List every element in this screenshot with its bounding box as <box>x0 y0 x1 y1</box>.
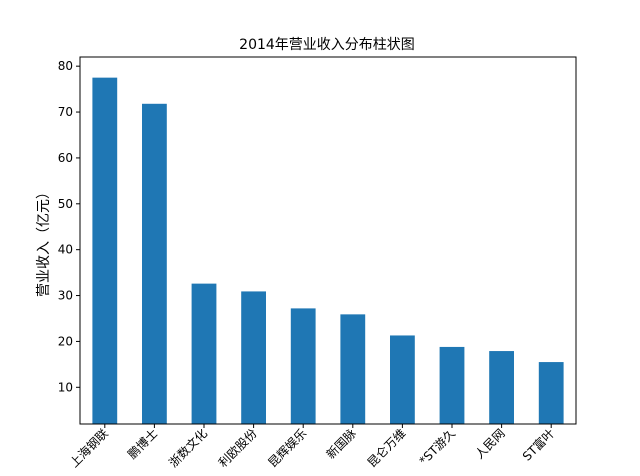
y-axis-label: 营业收入（亿元） <box>36 185 52 297</box>
chart-title: 2014年营业收入分布柱状图 <box>239 37 415 53</box>
x-tick-label: 利欧股份 <box>216 426 260 470</box>
x-tick-label: 昆仑万维 <box>365 426 409 470</box>
y-tick-label: 60 <box>58 151 73 165</box>
y-tick-label: 30 <box>58 289 73 303</box>
y-tick-label: 50 <box>58 197 73 211</box>
x-tick-label: 新国脉 <box>323 426 359 462</box>
bar <box>439 346 465 424</box>
y-tick-label: 70 <box>58 105 73 119</box>
y-tick-label: 40 <box>58 243 73 257</box>
axes-frame <box>79 56 577 425</box>
x-tick-label: 人民网 <box>472 426 507 461</box>
y-tick-label: 80 <box>58 59 73 73</box>
bar <box>241 291 266 424</box>
x-tick-label: 鹏博士 <box>124 426 160 462</box>
x-tick-label: 昆辉娱乐 <box>265 426 309 470</box>
x-tick-label: *ST游久 <box>416 426 458 468</box>
y-tick-label: 10 <box>58 380 73 394</box>
y-tick-label: 20 <box>58 334 73 348</box>
bar <box>142 103 167 424</box>
bar <box>290 308 316 424</box>
bar <box>92 77 118 425</box>
x-tick-label: 上海钢联 <box>66 426 111 471</box>
bar <box>489 351 514 424</box>
x-tick-label: ST富叶 <box>519 426 557 464</box>
bar <box>340 314 366 424</box>
x-tick-label: 浙数文化 <box>166 426 211 471</box>
bar <box>538 362 564 424</box>
bar <box>191 283 217 424</box>
bar <box>390 335 415 424</box>
plot-area: 10 20 30 40 50 60 70 80 上海钢联 鹏博士 浙数文化 利欧股份 昆辉娱乐 新国脉 昆仑… <box>58 56 577 471</box>
